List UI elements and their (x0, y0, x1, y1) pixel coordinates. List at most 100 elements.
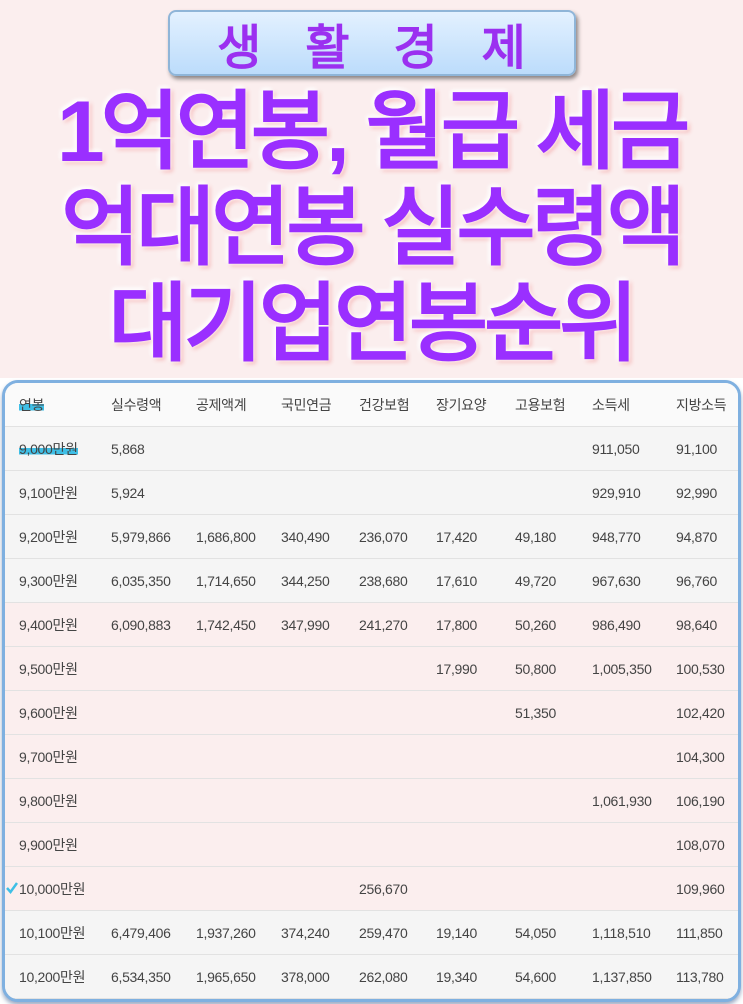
column-header-label: 지방소득 (676, 396, 727, 413)
table-cell: 9,400만원 (5, 603, 111, 647)
cell-value: 948,770 (592, 528, 641, 545)
table-cell: 9,800만원 (5, 779, 111, 823)
table-cell: 9,900만원 (5, 823, 111, 867)
cell-value: 17,800 (436, 616, 478, 633)
column-header-label: 공제액계 (196, 396, 247, 413)
cell-value: 9,600만원 (19, 704, 78, 721)
banner-text: 생활경제 (217, 22, 570, 75)
table-cell (359, 691, 436, 735)
table-cell (359, 779, 436, 823)
column-header-label: 연봉 (19, 396, 45, 413)
table-cell: 5,868 (111, 427, 196, 471)
cell-value: 9,700만원 (19, 748, 78, 765)
table-cell: 1,742,450 (196, 603, 281, 647)
cell-value: 54,600 (515, 968, 557, 985)
cell-value: 6,479,406 (111, 924, 171, 941)
table-cell (436, 471, 515, 515)
column-header: 공제액계 (196, 383, 281, 427)
column-header: 건강보험 (359, 383, 436, 427)
table-cell: 1,005,350 (592, 647, 676, 691)
table-cell (196, 823, 281, 867)
table-cell (359, 427, 436, 471)
cell-value: 100,530 (676, 660, 725, 677)
table-cell: 54,600 (515, 955, 592, 999)
table-cell: 106,190 (676, 779, 738, 823)
table-row: 9,100만원 5,924 929,910 92,990 (5, 470, 738, 515)
table-cell (515, 867, 592, 911)
table-cell: 967,630 (592, 559, 676, 603)
table-cell: 929,910 (592, 471, 676, 515)
table-cell: 91,100 (676, 427, 738, 471)
table-cell: 17,610 (436, 559, 515, 603)
cell-value: 17,420 (436, 528, 478, 545)
table-cell: 54,050 (515, 911, 592, 955)
table-cell (281, 735, 359, 779)
cell-value: 49,720 (515, 572, 557, 589)
cell-value: 94,870 (676, 528, 718, 545)
table-cell: 911,050 (592, 427, 676, 471)
column-header-label: 고용보험 (515, 396, 566, 413)
table-cell (515, 823, 592, 867)
cell-value: 98,640 (676, 616, 718, 633)
cell-value: 344,250 (281, 572, 330, 589)
cell-value: 19,140 (436, 924, 478, 941)
table-cell (592, 823, 676, 867)
table-cell: 1,714,650 (196, 559, 281, 603)
table-cell: 102,420 (676, 691, 738, 735)
table-cell: 986,490 (592, 603, 676, 647)
table-cell: 111,850 (676, 911, 738, 955)
cell-value: 96,760 (676, 572, 718, 589)
table-cell (436, 735, 515, 779)
table-cell: 340,490 (281, 515, 359, 559)
cell-value: 1,937,260 (196, 924, 256, 941)
cell-value: 374,240 (281, 924, 330, 941)
table-cell (436, 779, 515, 823)
table-row: 9,000만원 5,868 911,050 91,100 (5, 426, 738, 471)
table-cell: 1,937,260 (196, 911, 281, 955)
cell-value: 9,100만원 (19, 484, 78, 501)
cell-value: 104,300 (676, 748, 725, 765)
cell-value: 347,990 (281, 616, 330, 633)
table-cell: 1,686,800 (196, 515, 281, 559)
headline-line-3: 대기업연봉순위 (108, 276, 639, 372)
table-cell: 92,990 (676, 471, 738, 515)
table-cell: 49,180 (515, 515, 592, 559)
table-cell (196, 427, 281, 471)
cell-value: 1,714,650 (196, 572, 256, 589)
cell-value: 9,300만원 (19, 572, 78, 589)
table-cell (436, 823, 515, 867)
column-header: 실수령액 (111, 383, 196, 427)
cell-value: 5,924 (111, 484, 145, 501)
cell-value: 238,680 (359, 572, 408, 589)
column-header: 장기요양 (436, 383, 515, 427)
table-cell: 259,470 (359, 911, 436, 955)
headline-area: 생활경제 1억연봉, 월급 세금 억대연봉 실수령액 대기업연봉순위 (0, 0, 743, 378)
table-cell (196, 691, 281, 735)
table-cell: 104,300 (676, 735, 738, 779)
table-cell: 9,500만원 (5, 647, 111, 691)
cell-value: 19,340 (436, 968, 478, 985)
cell-value: 378,000 (281, 968, 330, 985)
column-header: 연봉 (5, 383, 111, 427)
table-row: 9,300만원 6,035,350 1,714,650 344,250 238,680 1… (5, 558, 738, 603)
cell-value: 113,780 (676, 968, 724, 985)
cell-value: 108,070 (676, 836, 725, 853)
cell-value: 9,900만원 (19, 836, 78, 853)
column-header: 소득세 (592, 383, 676, 427)
table-cell: 1,118,510 (592, 911, 676, 955)
table-cell: 19,340 (436, 955, 515, 999)
table-cell (359, 471, 436, 515)
cell-value: 50,260 (515, 616, 557, 633)
column-header: 고용보험 (515, 383, 592, 427)
table-cell: 50,260 (515, 603, 592, 647)
table-row: 9,900만원 108,070 (5, 822, 738, 867)
cell-value: 967,630 (592, 572, 641, 589)
table-cell: 17,990 (436, 647, 515, 691)
table-cell (196, 867, 281, 911)
column-header-label: 실수령액 (111, 396, 162, 413)
cell-value: 256,670 (359, 880, 408, 897)
cell-value: 9,000만원 (19, 440, 78, 457)
table-cell: 948,770 (592, 515, 676, 559)
cell-value: 17,990 (436, 660, 478, 677)
table-row: 9,200만원 5,979,866 1,686,800 340,490 236,070 1… (5, 514, 738, 559)
